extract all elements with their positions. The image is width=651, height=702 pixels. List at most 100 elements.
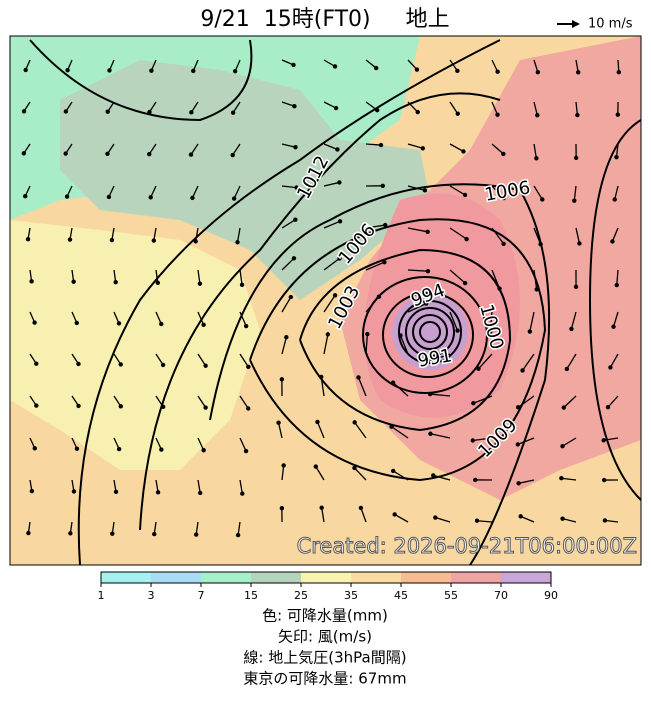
wind-arrowhead [572,198,576,202]
wind-arrowhead [64,109,68,113]
created-timestamp: Created: 2026-09-21T06:00:00Z [297,534,637,558]
wind-arrowhead [603,518,607,522]
wind-arrowhead [352,420,356,424]
wind-arrowhead [110,531,114,535]
wind-arrowhead [392,512,396,516]
wind-arrowhead [334,106,338,110]
wind-arrowhead [152,532,156,536]
wind-arrowhead [231,110,235,114]
colorbar-tick-label: 55 [444,589,458,602]
wind-arrowhead [276,420,280,424]
wind-arrowhead [615,283,619,287]
wind-arrowhead [34,403,38,407]
wind-arrowhead [293,217,297,221]
wind-arrowhead [617,70,621,74]
colorbar-segment [401,572,451,583]
wind-arrowhead [34,361,38,365]
wind-arrowhead [193,239,197,243]
wind-arrowhead [569,327,573,331]
wind-arrowhead [159,447,163,451]
wind-arrowhead [518,514,522,518]
wind-arrowhead [22,109,26,113]
colorbar-segment [201,572,251,583]
wind-arrowhead [156,281,160,285]
wind-arrowhead [22,151,26,155]
wind-arrowhead [421,146,425,150]
wind-arrowhead [608,365,612,369]
wind-arrowhead [152,238,156,242]
wind-arrowhead [359,506,363,510]
wind-arrowhead [577,241,581,245]
colorbar-tick-label: 1 [98,589,105,602]
wind-arrowhead [292,256,296,260]
wind-arrowhead [189,110,193,114]
wind-arrowhead [377,295,381,299]
wind-arrowhead [191,69,195,73]
wind-arrowhead [280,377,284,381]
colorbar-tick-label: 7 [198,589,205,602]
wind-scale-label: 10 m/s [588,17,633,32]
colorbar-tick-label: 25 [294,589,308,602]
wind-arrowhead [559,476,563,480]
colorbar-segment [451,572,501,583]
wind-arrowhead [30,489,34,493]
colorbar-tick-label: 15 [244,589,258,602]
wind-arrowhead [516,442,520,446]
wind-arrowhead [560,516,564,520]
wind-arrowhead [428,392,432,396]
wind-arrowhead [365,332,369,336]
wind-arrowhead [29,279,33,283]
wind-arrowhead [203,364,207,368]
wind-arrowhead [159,322,163,326]
wind-arrowhead [333,293,337,297]
wind-arrowhead [463,193,467,197]
wind-arrowhead [71,280,75,284]
wind-arrowhead [528,329,532,333]
colorbar-segment [101,572,151,583]
wind-arrowhead [289,295,293,299]
wind-arrowhead [540,197,544,201]
wind-arrowhead [244,449,248,453]
wind-arrowhead [534,156,538,160]
wind-arrowhead [114,280,118,284]
title: 9/21 15時(FT0) 地上 [200,7,449,32]
wind-arrowhead [107,195,111,199]
wind-arrowhead [391,469,395,473]
wind-arrowhead [338,219,342,223]
wind-arrowhead [119,362,123,366]
wind-arrowhead [161,405,165,409]
wind-arrowhead [72,489,76,493]
wind-arrowhead [156,490,160,494]
wind-arrowhead [476,367,480,371]
wind-arrowhead [611,325,615,329]
wind-arrowhead [68,531,72,535]
wind-arrowhead [616,113,620,117]
wind-arrowhead [76,404,80,408]
colorbar-tick-label: 45 [394,589,408,602]
wind-arrowhead [107,68,111,72]
wind-arrowhead [65,68,69,72]
wind-arrowhead [464,237,468,241]
wind-arrowhead [236,533,240,537]
wind-arrowhead [232,196,236,200]
wind-arrowhead [335,147,339,151]
wind-arrowhead [461,149,465,153]
wind-arrowhead [194,532,198,536]
wind-arrowhead [456,112,460,116]
wind-arrowhead [230,153,234,157]
wind-arrowhead [534,287,538,291]
wind-arrowhead [455,69,459,73]
colorbar-tick-label: 3 [148,589,155,602]
wind-arrowhead [520,368,524,372]
wind-arrowhead [315,420,319,424]
wind-arrowhead [501,242,505,246]
wind-arrowhead [233,69,237,73]
wind-arrowhead [473,478,477,482]
colorbar-segment [351,572,401,583]
wind-arrowhead [574,285,578,289]
wind-arrowhead [149,195,153,199]
wind-arrowhead [281,463,285,467]
wind-arrowhead [602,478,606,482]
wind-arrowhead [398,333,402,337]
